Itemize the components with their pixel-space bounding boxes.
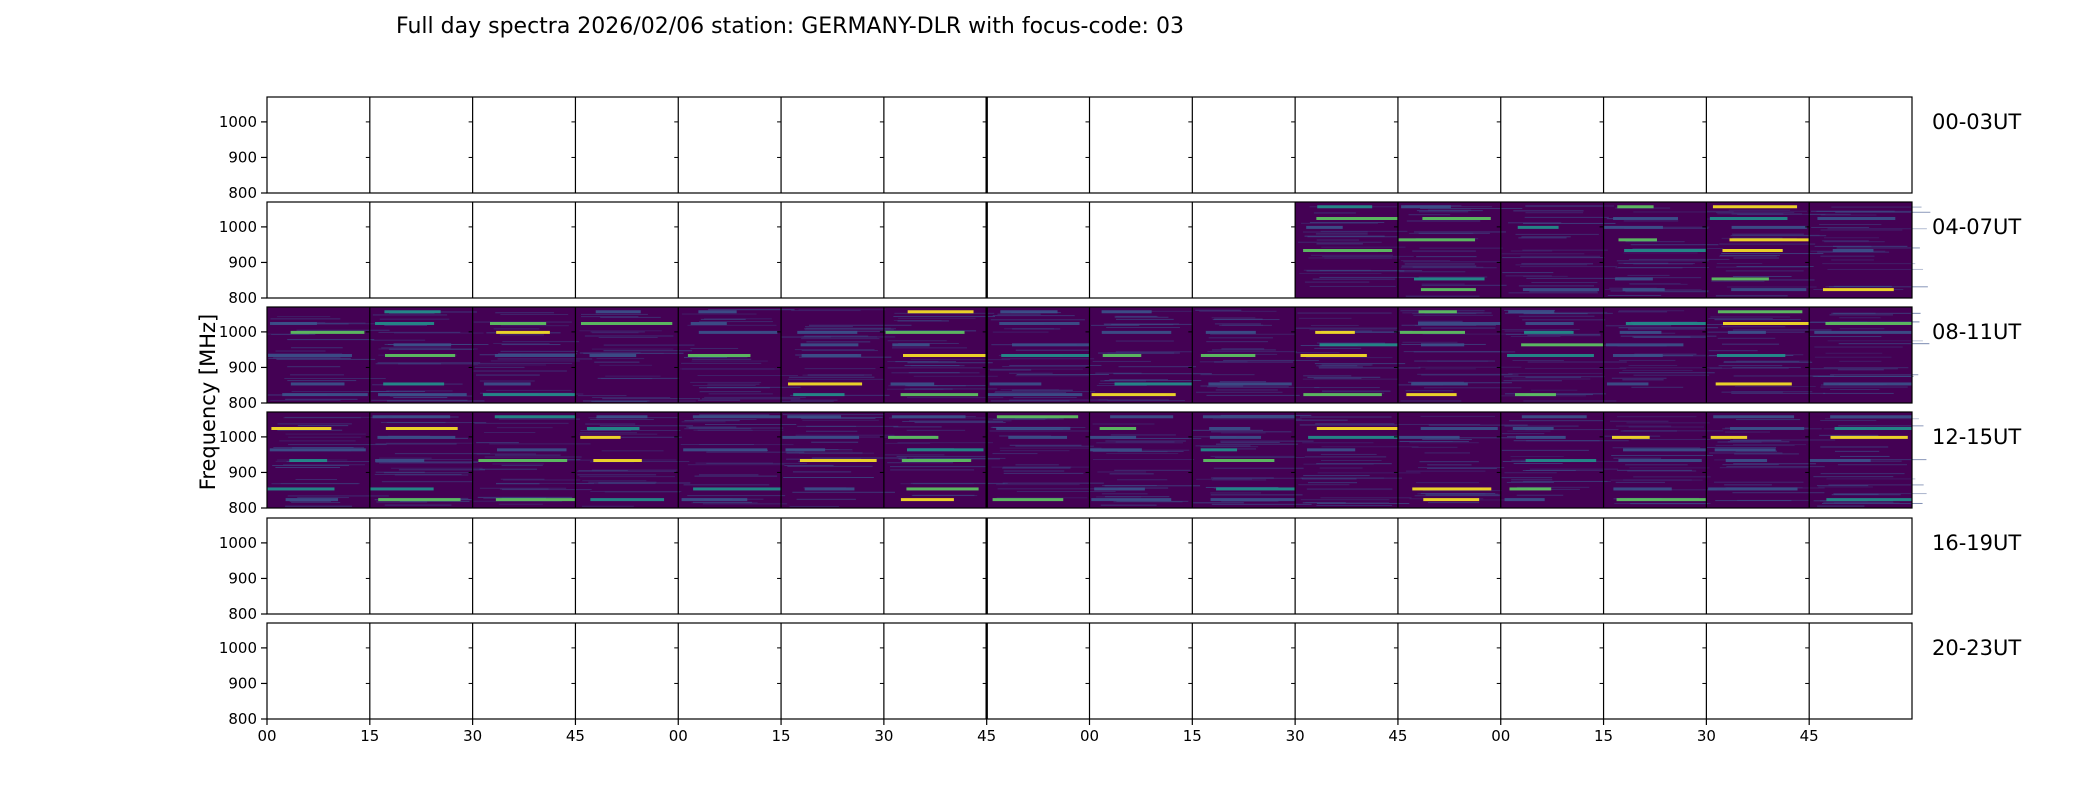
x-tick-label: 15 (1183, 727, 1202, 745)
x-tick-label: 45 (1388, 727, 1407, 745)
y-tick-label: 1000 (219, 113, 257, 131)
x-tick-label: 15 (1594, 727, 1613, 745)
x-tick-label: 30 (463, 727, 482, 745)
y-tick-label: 800 (228, 184, 257, 202)
y-tick-label: 900 (228, 358, 257, 376)
panels: 800 900 1000 00-03UT 800 900 1000 04-07UT 800 900… (219, 96, 2021, 728)
spectrogram-segment (781, 309, 912, 402)
y-tick-label: 1000 (219, 534, 257, 552)
row-label: 08-11UT (1932, 320, 2021, 344)
spectrogram-segment (680, 414, 807, 505)
spectrogram-segment (1706, 205, 1827, 297)
y-tick-label: 800 (228, 499, 257, 517)
spectrogram-segment (267, 316, 390, 401)
row-label: 12-15UT (1932, 425, 2021, 449)
spectrogram-segment (1501, 309, 1627, 402)
spectrogram-segment (782, 414, 907, 508)
spectrogram-segment (1089, 415, 1202, 506)
spectrogram-segment (1707, 310, 1835, 394)
y-tick-label: 900 (228, 463, 257, 481)
spectrogram-segment (1501, 415, 1629, 502)
y-tick-label: 900 (228, 148, 257, 166)
spectrogram-segment (267, 416, 389, 507)
y-tick-label: 1000 (219, 323, 257, 341)
x-tick-label: 00 (1491, 727, 1510, 745)
y-tick-label: 800 (228, 394, 257, 412)
x-tick-label: 30 (1697, 727, 1716, 745)
row-label: 00-03UT (1932, 110, 2021, 134)
y-tick-label: 900 (228, 253, 257, 271)
spectrogram-segment (472, 312, 593, 397)
x-axis-ticks: 00 15 30 45 00 15 30 45 00 15 30 45 00 15 30 45 (257, 719, 1819, 745)
spectrogram-segment (988, 415, 1116, 502)
spectrogram-segment (1192, 414, 1314, 505)
spectrogram-segment (1091, 310, 1212, 402)
x-tick-label: 45 (1800, 727, 1819, 745)
spectrogram-segment (1706, 415, 1836, 502)
x-tick-label: 15 (772, 727, 791, 745)
y-tick-label: 800 (228, 605, 257, 623)
panel-row-16-19UT: 800 900 1000 16-19UT (219, 517, 2021, 623)
y-tick-label: 900 (228, 674, 257, 692)
spectrogram-segment (1501, 205, 1619, 294)
spectrogram-segment (370, 415, 492, 506)
spectrogram-segment (1297, 205, 1423, 287)
row-label: 20-23UT (1932, 636, 2021, 660)
spectrogram-segment (1295, 416, 1421, 506)
row-label: 16-19UT (1932, 531, 2021, 555)
y-tick-label: 800 (228, 289, 257, 307)
spectrogram-segment (1398, 310, 1522, 402)
y-tick-label: 800 (228, 710, 257, 728)
spectrogram-segment (1809, 312, 1930, 394)
x-tick-label: 30 (1286, 727, 1305, 745)
spectrogram-segment (577, 310, 701, 402)
spectrogram-segment (1604, 416, 1731, 505)
spectrogram-segment (1195, 309, 1320, 396)
row-label: 04-07UT (1932, 215, 2021, 239)
spectrogram-segment (370, 310, 489, 402)
x-tick-label: 30 (874, 727, 893, 745)
y-tick-label: 1000 (219, 218, 257, 236)
panel-row-04-07UT: 800 900 1000 04-07UT (219, 201, 2021, 307)
y-tick-label: 1000 (219, 428, 257, 446)
y-tick-label: 900 (228, 569, 257, 587)
y-tick-label: 1000 (219, 639, 257, 657)
panel-row-00-03UT: 800 900 1000 00-03UT (219, 96, 2021, 202)
panel-frame (266, 517, 1913, 615)
spectrogram-segment (884, 415, 1012, 502)
spectrogram-segment (1809, 206, 1931, 292)
spectrogram-segment (1603, 205, 1734, 297)
x-tick-label: 00 (1080, 727, 1099, 745)
panel-frame (266, 306, 1913, 404)
panel-row-20-23UT: 800 900 1000 20-23UT (219, 622, 2021, 728)
x-tick-label: 15 (360, 727, 379, 745)
spectrogram-segment (576, 415, 693, 507)
spectrogram-segment (987, 310, 1109, 402)
spectrogram-segment (1398, 205, 1523, 297)
x-tick-label: 45 (977, 727, 996, 745)
panel-frame (266, 96, 1913, 194)
chart-title: Full day spectra 2026/02/06 station: GER… (396, 14, 1184, 39)
spectrogram-segment (1809, 415, 1927, 507)
x-tick-label: 45 (566, 727, 585, 745)
panel-row-12-15UT: 800 900 1000 12-15UT (219, 411, 2021, 517)
panel-row-08-11UT: 800 900 1000 08-11UT (219, 306, 2021, 412)
spectrogram-segment (680, 309, 806, 401)
panel-frame (266, 201, 1913, 299)
panel-frame (266, 411, 1913, 509)
spectrogram-segment (1295, 312, 1421, 397)
x-tick-label: 00 (669, 727, 688, 745)
spectrogram-segment (884, 310, 1011, 399)
x-tick-label: 00 (257, 727, 276, 745)
spectrogram-segment (1605, 310, 1727, 388)
spectrogram-segment (473, 415, 596, 505)
spectrogram-segment (1398, 415, 1528, 504)
y-axis-label: Frequency [MHz] (196, 314, 220, 490)
